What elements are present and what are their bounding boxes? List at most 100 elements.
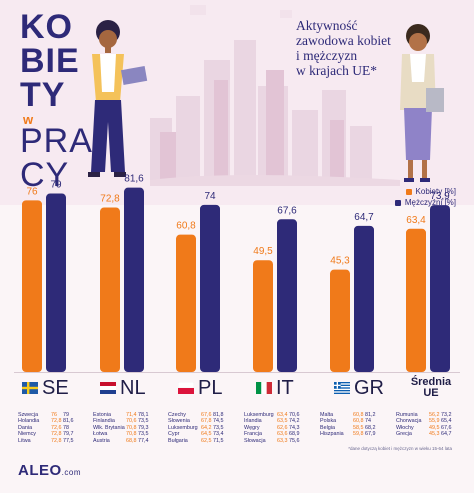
detail-country: Estonia bbox=[93, 412, 111, 418]
detail-men-value: 71,5 bbox=[213, 437, 224, 444]
detail-women-value: 49,5 bbox=[429, 424, 440, 431]
detail-women-value: 72,8 bbox=[51, 437, 62, 444]
title-line-1: KO bbox=[20, 8, 73, 46]
detail-women-value: 64,2 bbox=[201, 424, 212, 431]
detail-women-value: 63,5 bbox=[277, 418, 288, 425]
country-text-eu: Średnia UE bbox=[410, 376, 452, 399]
detail-women-value: 63,6 bbox=[277, 431, 288, 438]
value-label-men-0: 79 bbox=[50, 180, 62, 191]
detail-men-value: 73,5 bbox=[138, 431, 149, 438]
title-small-word: w bbox=[23, 112, 34, 127]
flag-netherlands-icon bbox=[100, 382, 116, 394]
detail-men-value: 74,5 bbox=[213, 418, 224, 425]
detail-row: Słowenia 67,8 74,5 bbox=[168, 418, 225, 424]
country-label-nl: NL bbox=[100, 377, 146, 399]
city-illustration bbox=[150, 5, 400, 186]
detail-row: Litwa 72,8 77,5 bbox=[18, 438, 75, 444]
subtitle: Aktywność zawodowa kobiet i mężczyzn w k… bbox=[296, 18, 446, 78]
flag-sweden-icon bbox=[22, 382, 38, 394]
bar-women-1 bbox=[100, 207, 120, 372]
bar-men-2 bbox=[200, 204, 220, 372]
bar-women-4 bbox=[330, 269, 350, 372]
detail-country: Cypr bbox=[168, 431, 180, 438]
detail-country: Łotwa bbox=[93, 431, 108, 438]
detail-row: Francja 63,6 68,9 bbox=[244, 431, 301, 437]
detail-row: Austria 68,8 77,4 bbox=[93, 438, 150, 444]
detail-men-value: 77,5 bbox=[63, 437, 74, 444]
detail-country: Polska bbox=[320, 418, 337, 425]
value-label-men-4: 64,7 bbox=[354, 212, 374, 223]
detail-row: Holandia 72,8 81,6 bbox=[18, 418, 75, 424]
value-label-women-2: 60,8 bbox=[176, 221, 196, 232]
detail-row: Malta 60,8 81,2 bbox=[320, 412, 377, 418]
detail-row: Włochy 49,5 67,6 bbox=[396, 425, 453, 431]
detail-women-value: 60,8 bbox=[353, 412, 364, 418]
detail-women-value: 72,8 bbox=[51, 431, 62, 438]
detail-country: Węgry bbox=[244, 424, 260, 431]
detail-women-value: 60,8 bbox=[353, 418, 364, 425]
detail-row: Luksemburg 63,4 70,6 bbox=[244, 412, 301, 418]
detail-row: Belgia 58,5 68,2 bbox=[320, 425, 377, 431]
country-label-pl: PL bbox=[178, 377, 222, 399]
bar-women-0 bbox=[22, 200, 42, 372]
logo-suffix: .com bbox=[61, 468, 82, 477]
detail-women-value: 58,5 bbox=[353, 424, 364, 431]
subtitle-line-3: i mężczyzn bbox=[296, 48, 358, 63]
woman-right-illustration bbox=[400, 24, 444, 182]
detail-men-value: 73,4 bbox=[213, 431, 224, 438]
detail-men-value: 78 bbox=[63, 424, 69, 431]
detail-country: Szwecja bbox=[18, 412, 39, 418]
legend-swatch-men bbox=[394, 199, 401, 206]
detail-country: Słowenia bbox=[168, 418, 190, 425]
legend-item-men: Mężczyźni [%] bbox=[394, 197, 456, 208]
detail-women-value: 67,6 bbox=[201, 412, 212, 418]
detail-country: Austria bbox=[93, 437, 110, 444]
detail-men-value: 74 bbox=[365, 418, 371, 425]
country-label-se: SE bbox=[22, 377, 69, 399]
country-label-eu: Średnia UE bbox=[408, 377, 454, 399]
detail-country: Litwa bbox=[18, 437, 31, 444]
detail-men-value: 79,7 bbox=[63, 431, 74, 438]
detail-row: Polska 60,8 74 bbox=[320, 418, 377, 424]
detail-men-value: 78,1 bbox=[138, 412, 149, 418]
value-label-women-5: 63,4 bbox=[406, 215, 426, 226]
detail-row: Niemcy 72,8 79,7 bbox=[18, 431, 75, 437]
detail-row: Cypr 64,5 73,4 bbox=[168, 431, 225, 437]
bar-women-5 bbox=[406, 228, 426, 372]
detail-row: Finlandia 70,6 73,5 bbox=[93, 418, 150, 424]
subtitle-line-1: Aktywność bbox=[296, 18, 358, 33]
detail-country: Luksemburg bbox=[244, 412, 274, 418]
header-banner: KO BIE TY w PRA CY Aktywność zawodowa ko… bbox=[0, 0, 474, 205]
detail-row: Łotwa 70,8 73,5 bbox=[93, 431, 150, 437]
detail-men-value: 79 bbox=[63, 412, 69, 418]
detail-row: Szwecja 76 79 bbox=[18, 412, 75, 418]
legend: Kobiety [%] Mężczyźni [%] bbox=[394, 186, 456, 208]
detail-men-value: 81,2 bbox=[365, 412, 376, 418]
detail-women-value: 71,4 bbox=[126, 412, 137, 418]
subtitle-line-2: zawodowa kobiet bbox=[296, 33, 391, 48]
detail-women-value: 64,5 bbox=[201, 431, 212, 438]
woman-left-illustration bbox=[88, 20, 148, 177]
detail-country: Finlandia bbox=[93, 418, 115, 425]
detail-men-value: 73,5 bbox=[138, 418, 149, 425]
detail-men-value: 67,9 bbox=[365, 431, 376, 438]
value-label-women-0: 76 bbox=[26, 186, 38, 197]
detail-country: Rumunia bbox=[396, 412, 418, 418]
detail-men-value: 81,8 bbox=[213, 412, 224, 418]
detail-men-value: 75,6 bbox=[289, 437, 300, 444]
detail-country: Dania bbox=[18, 424, 33, 431]
country-text-it: IT bbox=[276, 376, 294, 399]
detail-country: Włochy bbox=[396, 424, 414, 431]
detail-row: Hiszpania 59,8 67,9 bbox=[320, 431, 377, 437]
detail-row: Grecja 45,3 64,7 bbox=[396, 431, 453, 437]
detail-country: Malta bbox=[320, 412, 334, 418]
value-label-men-1: 81,6 bbox=[124, 174, 144, 185]
detail-women-value: 55,9 bbox=[429, 418, 440, 425]
value-label-women-1: 72,8 bbox=[100, 194, 120, 205]
detail-women-value: 62,6 bbox=[277, 424, 288, 431]
detail-women-value: 56,2 bbox=[429, 412, 440, 418]
bar-men-0 bbox=[46, 193, 66, 372]
detail-women-value: 45,3 bbox=[429, 431, 440, 438]
detail-men-value: 79,3 bbox=[138, 424, 149, 431]
